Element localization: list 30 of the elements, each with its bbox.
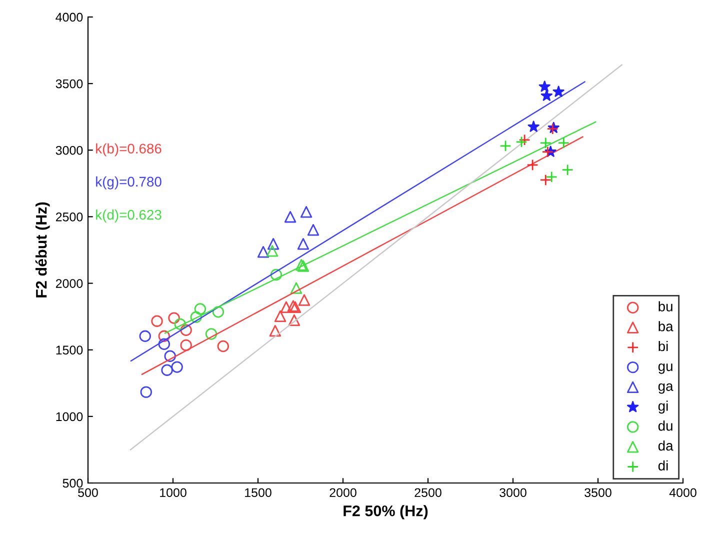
y-tick-label: 3500 [56, 79, 83, 88]
x-tick-label: 3000 [500, 488, 526, 498]
legend-label: gi [658, 400, 668, 414]
y-tick-label: 1500 [56, 346, 83, 355]
legend-label: du [658, 420, 672, 431]
y-tick-label: 2500 [56, 212, 83, 222]
legend-label: di [658, 460, 668, 471]
x-tick-label: 1000 [160, 488, 186, 498]
x-tick-label: 500 [78, 488, 98, 498]
legend-label: gu [658, 363, 672, 374]
y-tick-label: 3000 [56, 146, 83, 155]
y-axis-title: F2 début (Hz) [35, 202, 50, 298]
x-tick-label: 2000 [330, 488, 356, 498]
y-tick-label: 2000 [56, 279, 83, 288]
x-tick-label: 3500 [584, 488, 612, 498]
y-tick-label: 4000 [56, 12, 83, 22]
x-tick-label: 4000 [669, 488, 696, 498]
legend-label: da [658, 440, 674, 451]
x-tick-label: 1500 [245, 488, 272, 498]
legend-label: ga [658, 383, 674, 394]
x-tick-label: 2500 [414, 488, 442, 498]
annotation: k(g)=0.780 [96, 176, 162, 190]
annotation: k(d)=0.623 [96, 210, 162, 222]
y-tick-label: 500 [62, 478, 83, 488]
y-tick-label: 1000 [56, 412, 83, 422]
x-axis-title: F2 50% (Hz) [344, 505, 428, 520]
legend-label: bi [658, 340, 668, 352]
legend-label: bu [658, 301, 672, 312]
legend-label: ba [658, 321, 674, 332]
annotation: k(b)=0.686 [96, 143, 162, 156]
